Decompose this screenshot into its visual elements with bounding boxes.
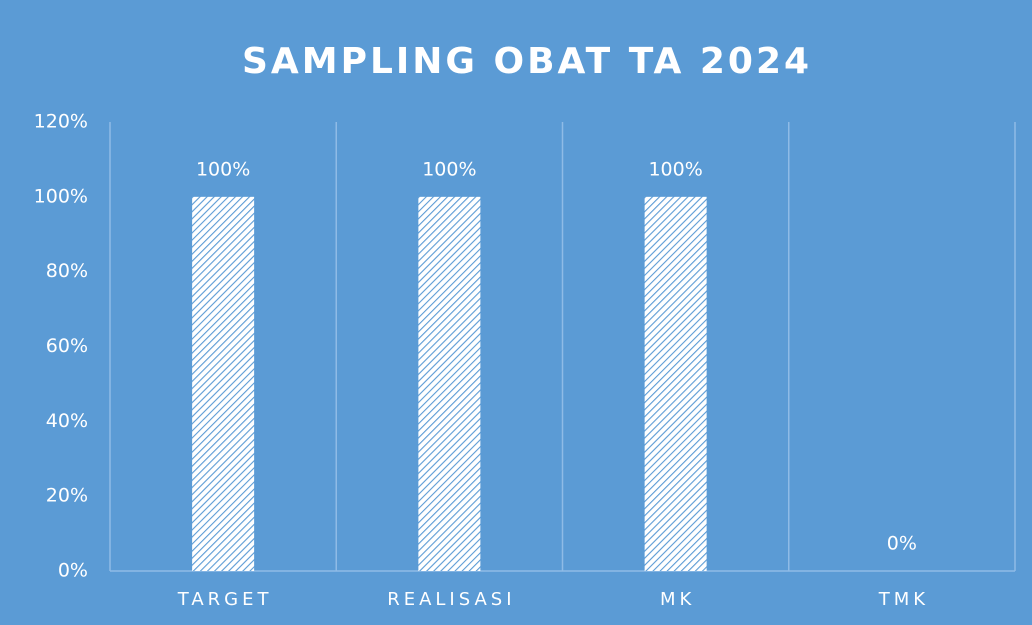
y-tick-label: 80% bbox=[46, 260, 88, 282]
value-label: 0% bbox=[887, 533, 917, 555]
value-label: 100% bbox=[196, 158, 250, 180]
y-tick-label: 60% bbox=[46, 335, 88, 357]
y-tick-label: 0% bbox=[58, 560, 88, 582]
bar bbox=[418, 196, 481, 572]
y-tick-label: 120% bbox=[34, 111, 88, 133]
value-label: 100% bbox=[648, 158, 702, 180]
value-label: 100% bbox=[422, 158, 476, 180]
bar bbox=[192, 196, 255, 572]
x-tick-label: MK bbox=[660, 589, 695, 610]
bar bbox=[644, 196, 707, 572]
x-tick-label: TARGET bbox=[177, 589, 273, 610]
y-tick-label: 20% bbox=[46, 485, 88, 507]
chart-title: SAMPLING OBAT TA 2024 bbox=[242, 41, 812, 82]
y-tick-label: 100% bbox=[34, 185, 88, 207]
y-tick-label: 40% bbox=[46, 410, 88, 432]
x-tick-label: TMK bbox=[878, 589, 929, 610]
x-tick-label: REALISASI bbox=[387, 589, 515, 610]
